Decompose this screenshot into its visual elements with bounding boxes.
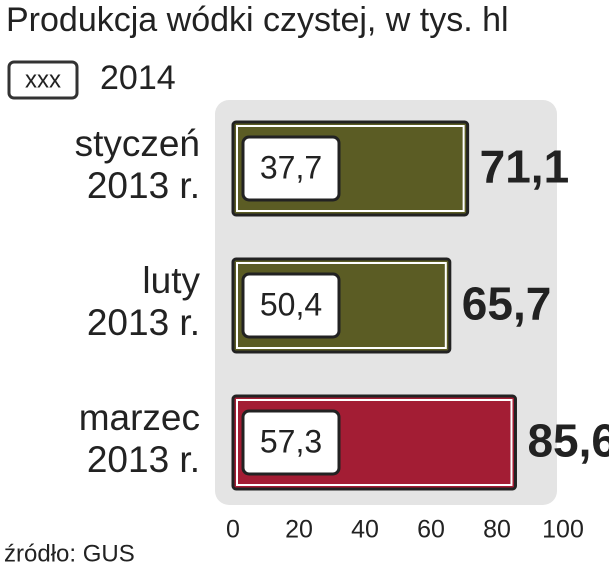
value-label: 85,6 (527, 415, 609, 467)
category-label: marzec 2013 r. (78, 396, 200, 480)
x-tick-label: 80 (483, 516, 511, 544)
source: źródło: GUS (4, 540, 135, 567)
value-label: 71,1 (480, 141, 570, 193)
x-tick-label: 100 (542, 516, 584, 544)
category-label: styczeń 2013 r. (74, 122, 200, 206)
bar-inner-border (236, 125, 465, 212)
value-label: 65,7 (462, 278, 552, 330)
x-tick-label: 20 (285, 516, 313, 544)
value-box-label: 37,7 (260, 149, 322, 185)
value-box (241, 272, 341, 339)
x-tick-label: 60 (417, 516, 445, 544)
x-tick-label: 40 (351, 516, 379, 544)
value-box (241, 409, 341, 476)
category-label: luty 2013 r. (86, 259, 200, 343)
value-box (241, 135, 341, 202)
bar-inner-border (236, 262, 447, 349)
legend-key-box (7, 60, 79, 100)
value-box-label: 50,4 (260, 286, 322, 322)
legend-key: xxx (25, 66, 61, 93)
chart-title: Produkcja wódki czystej, w tys. hl (6, 1, 509, 39)
bar-inner-border (236, 399, 513, 486)
value-box-label: 57,3 (260, 423, 322, 459)
x-tick-label: 0 (226, 516, 240, 544)
legend-label: 2014 (100, 59, 176, 97)
